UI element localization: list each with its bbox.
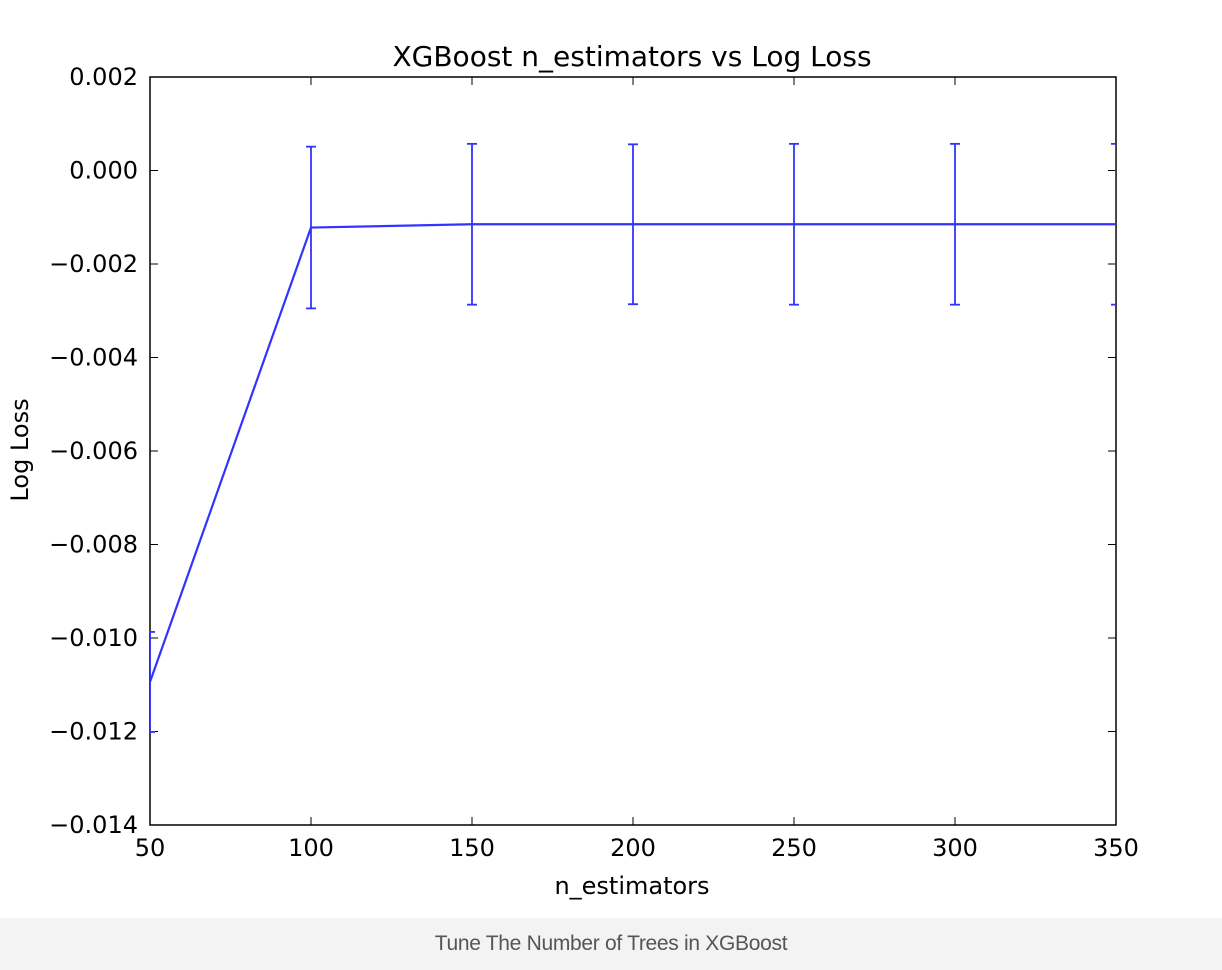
x-tick-label: 250 [771, 834, 817, 862]
x-tick-label: 100 [288, 834, 334, 862]
chart-title: XGBoost n_estimators vs Log Loss [392, 40, 871, 73]
x-axis-label: n_estimators [554, 872, 709, 900]
y-tick-label: −0.006 [49, 437, 138, 465]
y-tick-label: −0.010 [49, 624, 138, 652]
x-tick-label: 350 [1093, 834, 1139, 862]
y-axis-label: Log Loss [6, 398, 34, 501]
plot-area: 50 100 150 200 250 300 350 0.002 0.000 −0.002 −0.0… [49, 63, 1139, 862]
x-tick-label: 150 [449, 834, 495, 862]
y-tick-label: −0.004 [49, 344, 138, 372]
x-tick-label: 50 [135, 834, 166, 862]
y-tick-label: 0.002 [69, 63, 138, 91]
y-tick-label: 0.000 [69, 157, 138, 185]
chart: XGBoost n_estimators vs Log Loss 50 100 15… [6, 40, 1139, 900]
x-tick-label: 300 [932, 834, 978, 862]
y-tick-label: −0.012 [49, 718, 138, 746]
y-tick-label: −0.008 [49, 531, 138, 559]
x-tick-label: 200 [610, 834, 656, 862]
y-tick-label: −0.002 [49, 250, 138, 278]
series-group [150, 142, 1116, 733]
y-tick-label: −0.014 [49, 811, 138, 839]
figure-caption: Tune The Number of Trees in XGBoost [0, 918, 1222, 970]
